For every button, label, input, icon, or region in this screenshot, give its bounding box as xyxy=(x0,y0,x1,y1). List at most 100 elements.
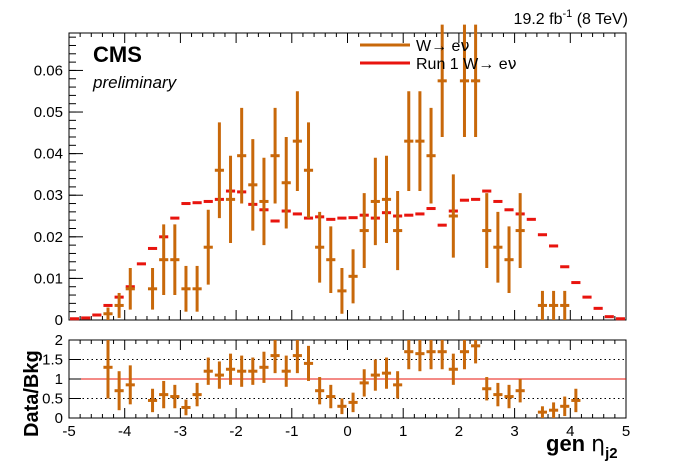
ratio-point xyxy=(214,361,224,389)
ratio-x-tick-label: 2 xyxy=(455,423,463,440)
ratio-point xyxy=(170,384,180,409)
data-point xyxy=(103,307,113,320)
ratio-point xyxy=(114,371,124,411)
data-point xyxy=(125,268,135,310)
legend-label-mc: Run 1 W→ eν xyxy=(416,54,517,73)
data-point xyxy=(203,209,213,285)
data-point xyxy=(147,268,158,310)
ratio-point xyxy=(549,402,559,418)
data-point xyxy=(560,290,570,320)
ratio-point xyxy=(103,340,113,399)
ratio-point xyxy=(248,357,258,385)
ratio-point xyxy=(560,396,570,417)
ratio-x-tick-label: -2 xyxy=(229,423,242,440)
main-y-tick-label: 0.04 xyxy=(34,146,63,163)
data-point xyxy=(248,139,258,231)
preliminary-label: preliminary xyxy=(92,73,178,92)
data-point xyxy=(415,91,425,192)
ratio-point xyxy=(426,340,436,370)
data-point xyxy=(181,265,191,312)
ratio-point xyxy=(159,380,169,409)
data-point xyxy=(114,292,124,318)
ratio-point xyxy=(147,388,158,413)
data-point xyxy=(192,265,202,312)
ratio-point xyxy=(326,384,336,409)
main-y-tick-label: 0.06 xyxy=(34,62,63,79)
ratio-point xyxy=(471,340,481,364)
data-point xyxy=(515,193,525,269)
x-axis-label: gen ηj2 xyxy=(546,431,618,462)
data-point xyxy=(393,191,403,271)
ratio-point xyxy=(181,399,191,416)
data-point xyxy=(459,24,470,137)
ratio-point xyxy=(259,351,269,383)
data-point xyxy=(281,136,291,229)
data-point xyxy=(159,224,169,296)
ratio-point xyxy=(337,398,347,415)
ratio-point xyxy=(381,357,392,389)
ratio-point xyxy=(370,359,380,391)
ratio-y-tick-label: 2 xyxy=(55,332,63,349)
ratio-point xyxy=(437,340,447,370)
main-y-tick-label: 0.05 xyxy=(34,104,63,121)
ratio-point xyxy=(459,340,470,370)
ratio-point xyxy=(393,371,403,399)
ratio-point xyxy=(415,340,425,372)
data-point xyxy=(426,107,436,204)
data-point xyxy=(315,211,325,283)
data-point xyxy=(303,122,314,219)
ratio-x-tick-label: -3 xyxy=(174,423,187,440)
data-point xyxy=(348,249,358,304)
ratio-point xyxy=(125,365,135,405)
data-point xyxy=(359,193,369,269)
data-point xyxy=(370,157,380,246)
ratio-point xyxy=(203,357,213,385)
data-point xyxy=(170,224,180,296)
ratio-x-tick-label: -5 xyxy=(62,423,75,440)
main-y-tick-label: 0.01 xyxy=(34,270,63,287)
ratio-point xyxy=(537,406,548,418)
data-point xyxy=(404,91,414,192)
ratio-y-tick-label: 0 xyxy=(55,410,63,427)
main-y-tick-label: 0.03 xyxy=(34,187,63,204)
ratio-point xyxy=(270,340,280,374)
ratio-point xyxy=(225,353,236,385)
ratio-point xyxy=(571,388,581,413)
data-point xyxy=(504,226,514,293)
data-point xyxy=(482,193,492,269)
data-point xyxy=(292,91,302,192)
ratio-x-tick-label: 1 xyxy=(399,423,407,440)
y-axis-label-ratio: Data/Bkg xyxy=(21,350,43,437)
lumi-label: 19.2 fb-1 (8 TeV) xyxy=(514,8,628,28)
ratio-point xyxy=(192,382,202,407)
ratio-x-tick-label: -4 xyxy=(118,423,131,440)
data-point xyxy=(537,290,548,320)
ratio-x-tick-label: -1 xyxy=(285,423,298,440)
ratio-y-tick-label: 1.5 xyxy=(42,352,63,369)
ratio-point xyxy=(237,355,247,387)
ratio-x-tick-label: 0 xyxy=(343,423,351,440)
data-point xyxy=(493,211,503,283)
data-point xyxy=(214,122,224,219)
main-y-tick-label: 0.02 xyxy=(34,229,63,246)
legend-label-data: W→ eν xyxy=(416,36,469,55)
ratio-point xyxy=(515,379,525,403)
data-point xyxy=(381,155,392,244)
cms-label: CMS xyxy=(93,42,142,67)
data-point xyxy=(225,155,236,244)
ratio-x-tick-label: 5 xyxy=(622,423,630,440)
ratio-x-tick-label: 4 xyxy=(566,423,574,440)
ratio-point xyxy=(504,384,514,409)
data-point xyxy=(259,157,269,246)
data-point xyxy=(448,174,458,258)
ratio-point xyxy=(493,382,503,407)
ratio-point xyxy=(482,377,492,401)
ratio-y-tick-label: 1 xyxy=(55,371,63,388)
data-point xyxy=(337,268,347,314)
ratio-point xyxy=(448,353,458,385)
ratio-point xyxy=(315,377,325,405)
ratio-point xyxy=(303,345,314,381)
data-point xyxy=(270,107,280,204)
